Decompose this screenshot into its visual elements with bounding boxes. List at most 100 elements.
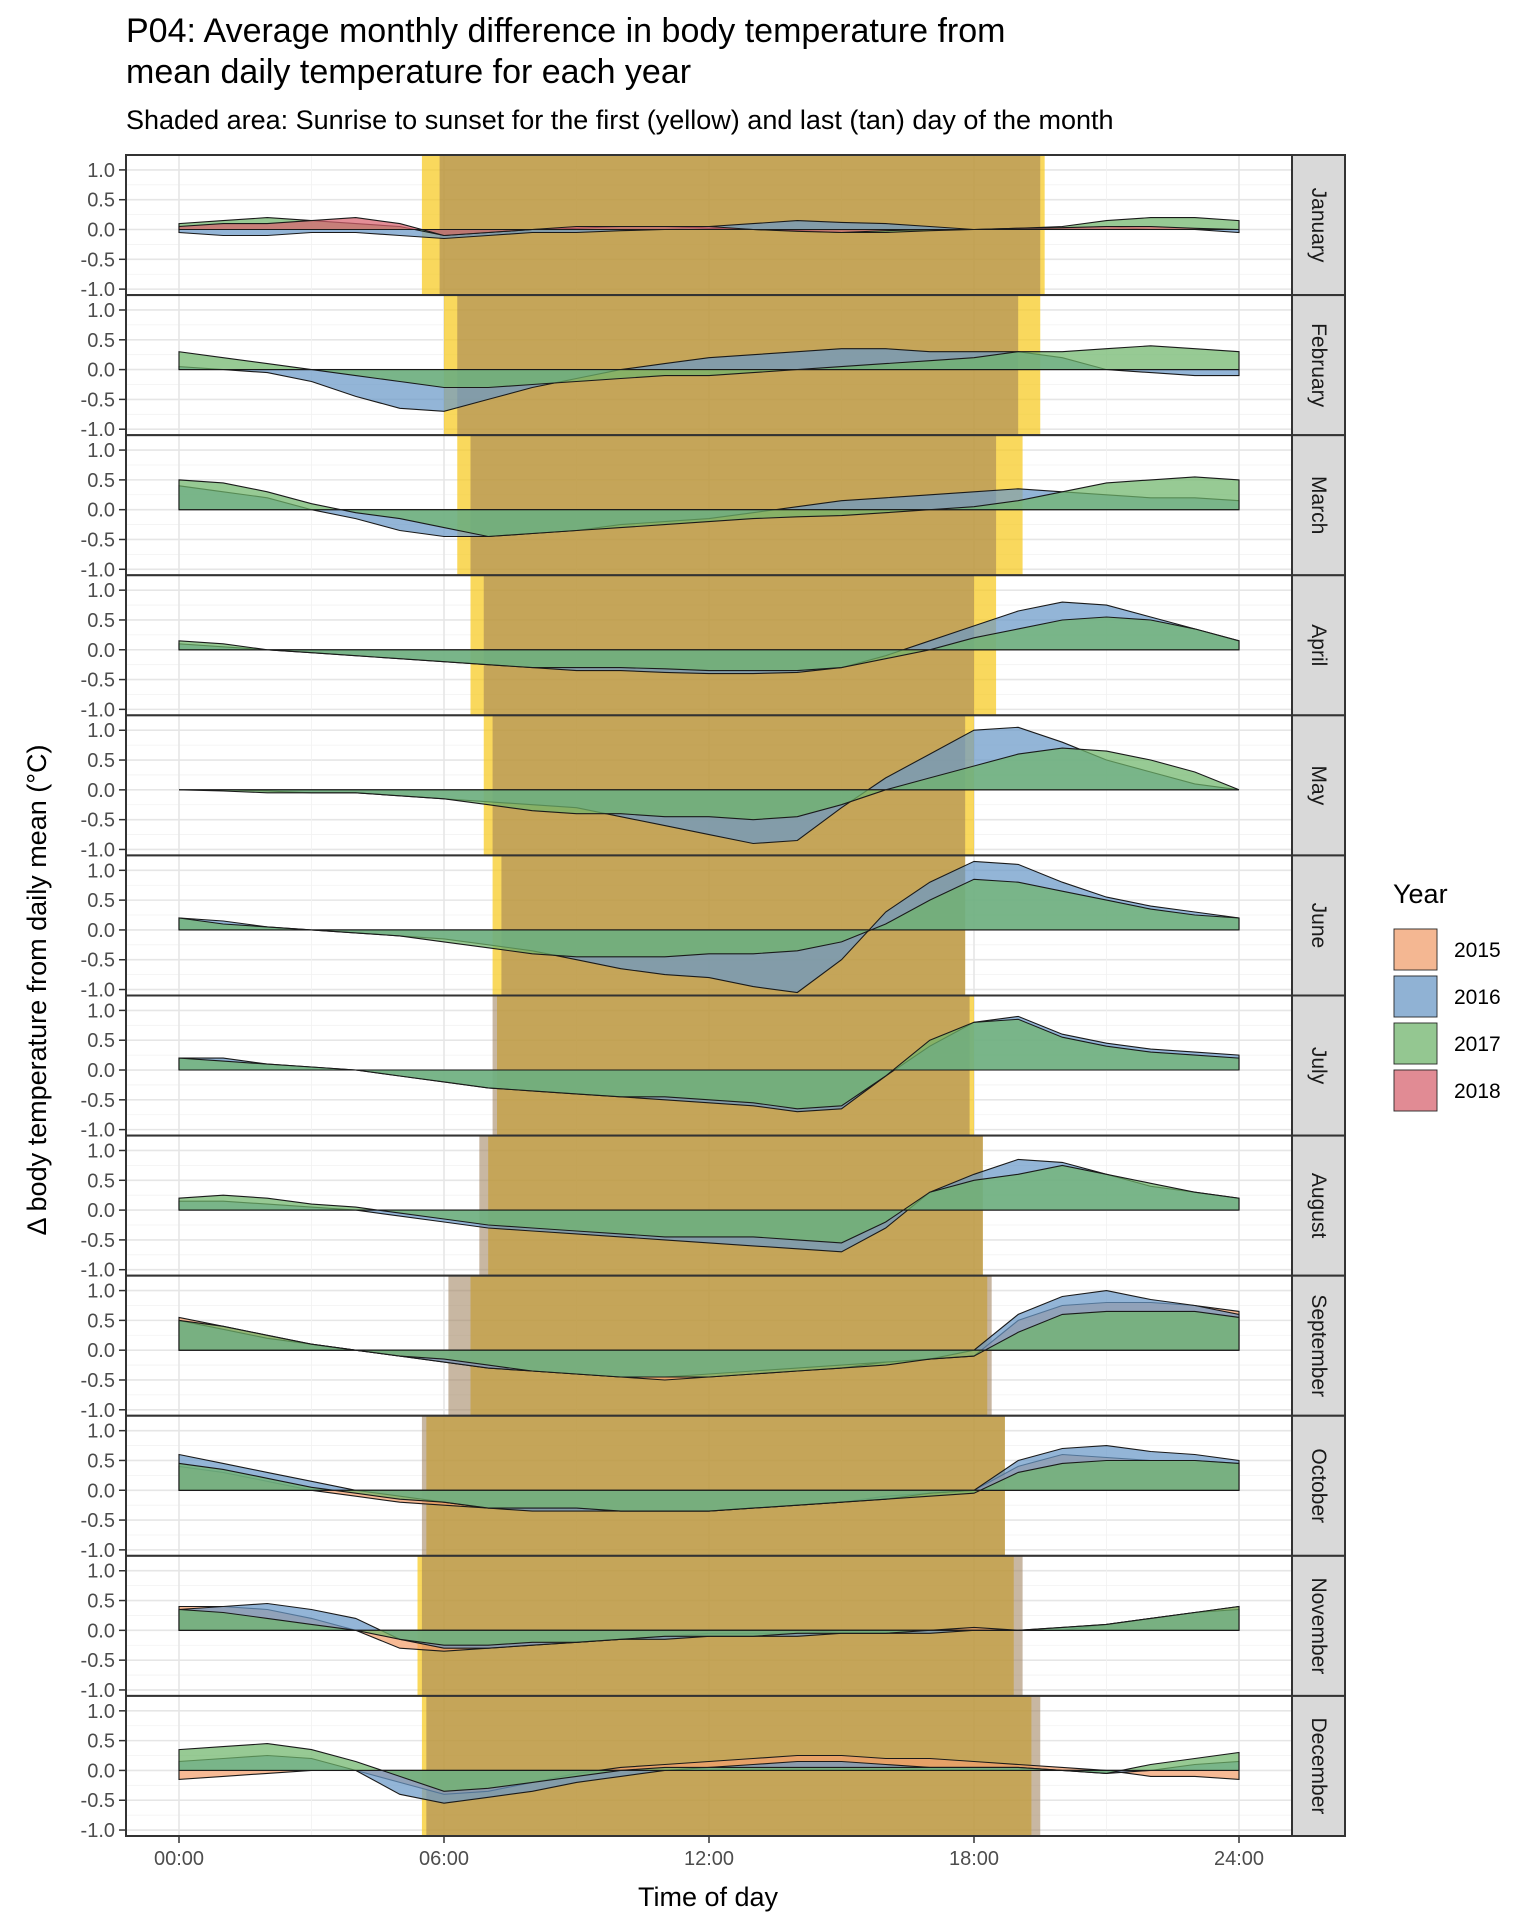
facet-strip <box>1291 994 1346 1137</box>
y-tick-label: -1.0 <box>81 279 115 301</box>
y-tick-label: 0.0 <box>87 1620 115 1642</box>
y-tick-label: -1.0 <box>81 1120 115 1142</box>
y-tick-label: -0.5 <box>81 1370 115 1392</box>
y-tick-label: 0.0 <box>87 1760 115 1782</box>
y-tick-label: -0.5 <box>81 1510 115 1532</box>
legend-swatch-2016 <box>1393 975 1438 1018</box>
series-area-2017 <box>178 1018 1240 1110</box>
y-tick-label: 0.0 <box>87 1060 115 1082</box>
y-tick-label: 0.0 <box>87 920 115 942</box>
last-day-daylight-shade <box>492 995 970 1136</box>
panel-october: 1.0 0.5 0.0 -0.5 -1.0 October <box>81 1414 1346 1562</box>
y-tick-label: -0.5 <box>81 529 115 551</box>
series-area-2017 <box>178 1743 1240 1792</box>
y-tick-label: 0.5 <box>87 1450 115 1472</box>
series-area-2017 <box>178 1164 1240 1244</box>
facet-strip-label: January <box>1307 188 1330 263</box>
panel-december: 1.0 0.5 0.0 -0.5 -1.0 December <box>81 1694 1346 1842</box>
panel-september: 1.0 0.5 0.0 -0.5 -1.0 September <box>81 1274 1346 1422</box>
panel-november: 1.0 0.5 0.0 -0.5 -1.0 November <box>81 1554 1346 1702</box>
y-tick-label: 1.0 <box>87 580 115 602</box>
series-area-2017 <box>178 345 1240 389</box>
y-tick-label: -1.0 <box>81 1820 115 1842</box>
legend-label-2018: 2018 <box>1454 1080 1501 1103</box>
legend-swatch-2017 <box>1393 1022 1438 1065</box>
y-tick-label: 1.0 <box>87 1281 115 1303</box>
x-axis: 00:00 06:00 12:00 18:00 24:00 <box>154 1836 1264 1870</box>
legend-label-2016: 2016 <box>1454 986 1501 1009</box>
panel-august: 1.0 0.5 0.0 -0.5 -1.0 August <box>81 1134 1346 1282</box>
y-tick-label: 0.0 <box>87 1340 115 1362</box>
panel-january: 1.0 0.5 0.0 -0.5 -1.0 January <box>81 154 1346 301</box>
y-tick-label: 1.0 <box>87 440 115 462</box>
y-tick-label: 0.0 <box>87 1480 115 1502</box>
facet-strip-label: December <box>1307 1718 1330 1815</box>
facet-strip-label: April <box>1307 624 1330 666</box>
y-tick-label: -0.5 <box>81 1650 115 1672</box>
y-tick-label: 0.0 <box>87 1200 115 1222</box>
panel-february: 1.0 0.5 0.0 -0.5 -1.0 February <box>81 294 1346 441</box>
facet-strip <box>1291 154 1346 297</box>
y-tick-label: -1.0 <box>81 1540 115 1562</box>
x-tick-label: 12:00 <box>684 1848 734 1870</box>
legend-swatch-2018 <box>1393 1069 1438 1112</box>
series-area-2017 <box>178 747 1240 821</box>
legend-title: Year <box>1393 879 1448 909</box>
y-tick-label: 0.5 <box>87 1030 115 1052</box>
facet-strip-label: September <box>1307 1294 1330 1397</box>
facet-panels: 1.0 0.5 0.0 -0.5 -1.0 January 1.0 0.5 0.0 -0.5 -1.… <box>81 154 1346 1842</box>
last-day-daylight-shade <box>421 1555 1023 1696</box>
y-tick-label: -0.5 <box>81 1230 115 1252</box>
facet-strip-label: November <box>1307 1577 1330 1674</box>
y-tick-label: -1.0 <box>81 980 115 1002</box>
facet-strip-label: May <box>1307 766 1330 806</box>
series-area-2017 <box>178 878 1240 958</box>
y-tick-label: -1.0 <box>81 419 115 441</box>
facet-strip <box>1291 1554 1346 1697</box>
panel-july: 1.0 0.5 0.0 -0.5 -1.0 July <box>81 994 1346 1142</box>
y-tick-label: 1.0 <box>87 1421 115 1443</box>
y-tick-label: -1.0 <box>81 699 115 721</box>
facet-strip <box>1291 854 1346 997</box>
series-area-2017 <box>178 1310 1240 1378</box>
y-tick-label: 1.0 <box>87 1000 115 1022</box>
facet-strip <box>1291 294 1346 437</box>
y-tick-label: 1.0 <box>87 1561 115 1583</box>
panel-may: 1.0 0.5 0.0 -0.5 -1.0 May <box>81 714 1346 861</box>
y-tick-label: -0.5 <box>81 950 115 972</box>
y-tick-label: -1.0 <box>81 559 115 581</box>
last-day-daylight-shade <box>483 575 974 716</box>
facet-strip <box>1291 1134 1346 1277</box>
y-tick-label: 1.0 <box>87 860 115 882</box>
series-area-2018 <box>178 217 1240 237</box>
y-tick-label: 0.5 <box>87 890 115 912</box>
legend-swatch-2015 <box>1393 928 1438 971</box>
legend-label-2017: 2017 <box>1454 1033 1501 1056</box>
y-tick-label: -0.5 <box>81 670 115 692</box>
y-tick-label: 0.5 <box>87 1170 115 1192</box>
x-tick-label: 00:00 <box>154 1848 204 1870</box>
y-tick-label: -0.5 <box>81 389 115 411</box>
y-tick-label: -1.0 <box>81 839 115 861</box>
chart-subtitle: Shaded area: Sunrise to sunset for the f… <box>126 105 1114 135</box>
facet-strip-label: February <box>1307 323 1330 408</box>
facet-strip-label: June <box>1307 903 1330 949</box>
y-tick-label: 0.0 <box>87 640 115 662</box>
legend: Year 2015 2016 2017 2018 <box>1393 879 1501 1112</box>
y-tick-label: 0.5 <box>87 610 115 632</box>
facet-strip-label: October <box>1307 1448 1330 1523</box>
panel-june: 1.0 0.5 0.0 -0.5 -1.0 June <box>81 854 1346 1002</box>
y-tick-label: 0.5 <box>87 750 115 772</box>
facet-strip-label: March <box>1307 476 1330 534</box>
y-tick-label: 0.5 <box>87 1591 115 1613</box>
y-tick-label: 0.0 <box>87 780 115 802</box>
legend-label-2015: 2015 <box>1454 939 1501 962</box>
facet-strip <box>1291 1274 1346 1417</box>
y-tick-label: 0.0 <box>87 500 115 522</box>
y-tick-label: 0.0 <box>87 360 115 382</box>
series-area-2017 <box>178 476 1240 538</box>
y-tick-label: 0.5 <box>87 330 115 352</box>
series-area-2017 <box>178 1459 1240 1512</box>
facet-strip-label: August <box>1307 1173 1330 1239</box>
y-tick-label: -1.0 <box>81 1680 115 1702</box>
